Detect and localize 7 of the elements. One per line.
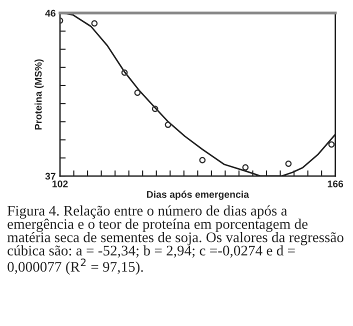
text: Figura 4. Relação entre o número de dias após a emergência e o teor de proteína em porcentagem de matéria seca de sementes de soja. Os valores da regressão cúbica são: a = -52,34; b = 2,94; c =-0,0274 e d = 0,000077 (R$^{2}$ = 97,15). [7,205,344,275]
y-tick-label: 37 [45,172,56,180]
x-tick-label: 166 [328,180,344,188]
y-axis-title: Proteina (MS%) [34,59,44,130]
x-tick-label: 102 [52,180,68,188]
x-axis-title: Dias após emergencia [147,190,250,200]
y-tick-label: 46 [45,10,56,17]
